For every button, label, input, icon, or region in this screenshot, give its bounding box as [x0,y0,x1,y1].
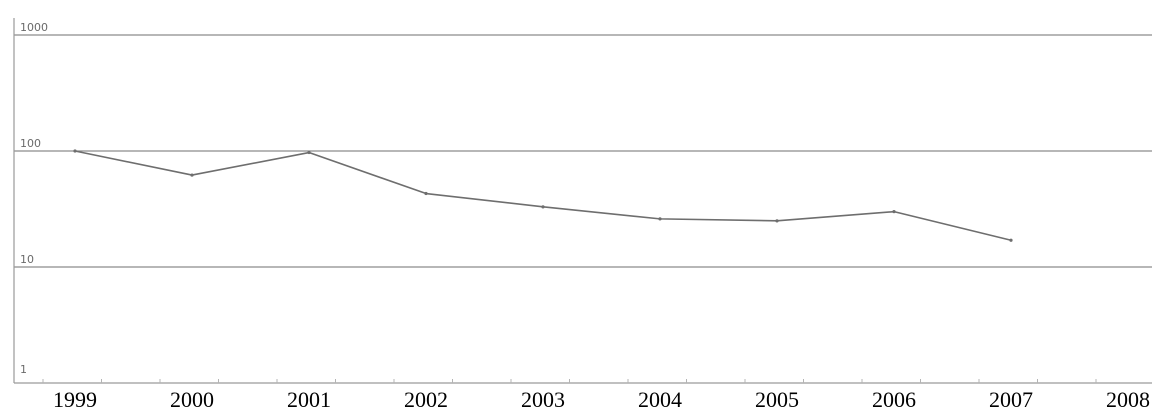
data-point-2007 [1009,238,1013,242]
x-tick-label-2001: 2001 [287,387,331,412]
x-tick-label-2006: 2006 [872,387,916,412]
y-tick-labels: 1000 100 10 1 [20,21,48,376]
data-point-2004 [658,217,662,221]
data-point-2000 [190,173,194,177]
x-tick-label-2008: 2008 [1106,387,1150,412]
axes [13,18,1152,384]
data-point-2001 [307,150,311,155]
data-point-2003 [541,205,545,209]
data-point-1999 [73,149,77,153]
x-tick-label-2007: 2007 [989,387,1033,412]
x-tick-label-1999: 1999 [53,387,97,412]
y-tick-label-1: 1 [20,363,27,376]
gridlines [14,34,1152,268]
x-tick-label-2000: 2000 [170,387,214,412]
x-tick-label-2005: 2005 [755,387,799,412]
x-tick-label-2003: 2003 [521,387,565,412]
x-tick-label-2002: 2002 [404,387,448,412]
data-point-2005 [775,219,779,223]
data-point-2002 [424,191,428,196]
series-line-0 [74,150,1012,242]
data-point-2006 [892,210,896,214]
series [73,149,1013,242]
y-tick-label-1000: 1000 [20,21,48,34]
x-tick-labels: 1999 2000 2001 2002 2003 2004 2005 2006 2007 2008 [53,387,1150,412]
y-tick-label-100: 100 [20,137,41,150]
x-tick-label-2004: 2004 [638,387,682,412]
y-tick-label-10: 10 [20,253,34,266]
